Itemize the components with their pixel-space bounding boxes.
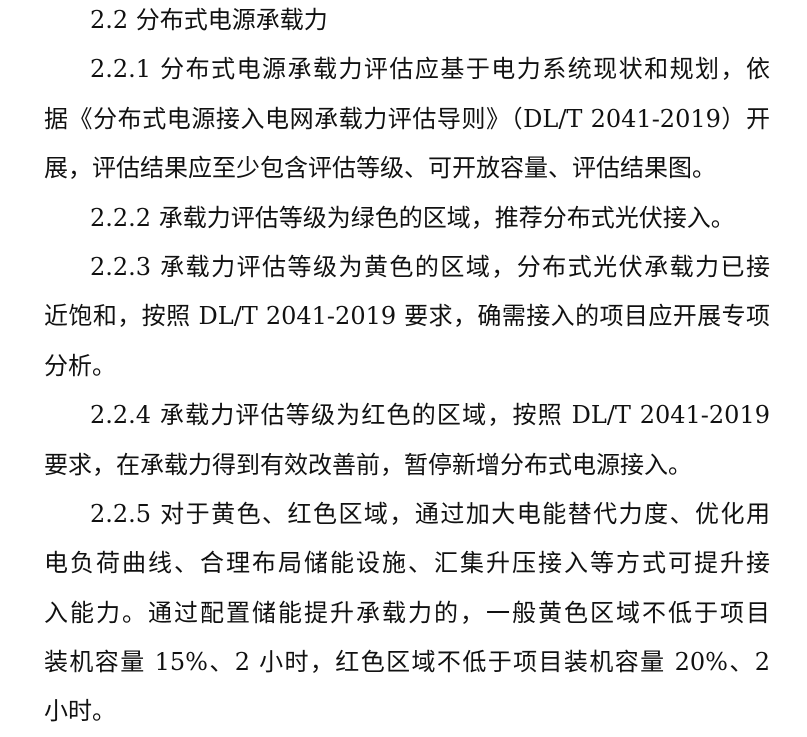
text-line: 入能力。通过配置储能提升承载力的，一般黄色区域不低于项目 [44, 598, 770, 627]
paragraph-3: 2.2.3 承载力评估等级为黄色的区域，分布式光伏承载力已接近饱和，按照 DL/… [44, 243, 770, 391]
text-line: 要求，在承载力得到有效改善前，暂停新增分布式电源接入。 [44, 450, 692, 479]
paragraph-list: 2.2.1 分布式电源承载力评估应基于电力系统现状和规划，依据《分布式电源接入电… [44, 45, 770, 736]
text-line: 2.2.4 承载力评估等级为红色的区域，按照 DL/T 2041-2019 [90, 401, 770, 430]
text-line: 近饱和，按照 DL/T 2041-2019 要求，确需接入的项目应开展专项 [44, 302, 770, 331]
text-line: 电负荷曲线、合理布局储能设施、汇集升压接入等方式可提升接 [44, 549, 770, 578]
paragraph-5: 2.2.5 对于黄色、红色区域，通过加大电能替代力度、优化用电负荷曲线、合理布局… [44, 490, 770, 737]
text-line: 2.2.2 承载力评估等级为绿色的区域，推荐分布式光伏接入。 [90, 203, 735, 232]
text-line: 展，评估结果应至少包含评估等级、可开放容量、评估结果图。 [44, 154, 716, 183]
paragraph-4: 2.2.4 承载力评估等级为红色的区域，按照 DL/T 2041-2019 要求，… [44, 391, 770, 490]
text-line: 据《分布式电源接入电网承载力评估导则》（DL/T 2041-2019）开 [44, 104, 770, 133]
text-line: 装机容量 15%、2 小时，红色区域不低于项目装机容量 20%、2 [44, 648, 770, 677]
section-heading: 2.2 分布式电源承载力 [90, 6, 328, 34]
text-line: 小时。 [44, 697, 116, 726]
text-line: 2.2.3 承载力评估等级为黄色的区域，分布式光伏承载力已接 [90, 252, 770, 281]
text-line: 2.2.5 对于黄色、红色区域，通过加大电能替代力度、优化用 [90, 499, 770, 528]
text-line: 分析。 [44, 351, 116, 380]
paragraph-2: 2.2.2 承载力评估等级为绿色的区域，推荐分布式光伏接入。 [44, 194, 770, 243]
text-line: 2.2.1 分布式电源承载力评估应基于电力系统现状和规划，依 [90, 55, 770, 84]
paragraph-1: 2.2.1 分布式电源承载力评估应基于电力系统现状和规划，依据《分布式电源接入电… [44, 45, 770, 193]
document-body: 2.2 分布式电源承载力 2.2.1 分布式电源承载力评估应基于电力系统现状和规… [44, 0, 770, 737]
